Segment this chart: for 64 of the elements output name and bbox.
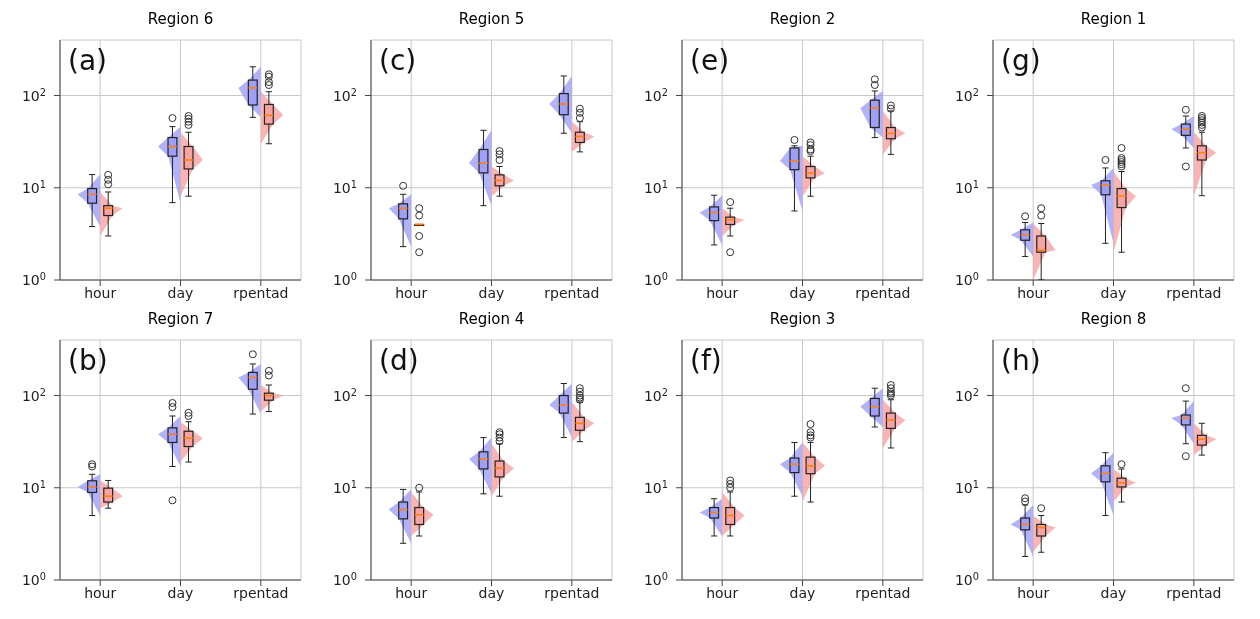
x-tick-label: rpentad: [855, 284, 911, 301]
annotation: (e): [690, 44, 730, 77]
y-tick-label: 10$^{2}$: [332, 86, 357, 104]
annotation: (g): [1001, 44, 1041, 77]
annotation: (d): [379, 344, 419, 377]
y-tick-label: 10$^{0}$: [643, 270, 668, 288]
x-tick-label: rpentad: [855, 584, 911, 601]
x-tick-label: hour: [1017, 584, 1050, 601]
x-tick-label: rpentad: [544, 584, 600, 601]
y-tick-label: 10$^{1}$: [954, 178, 979, 196]
x-tick-label: day: [1100, 284, 1127, 301]
annotation: (a): [68, 44, 108, 77]
chart-title: Region 5: [457, 9, 526, 30]
annotation: (b): [68, 344, 108, 377]
chart-title: Region 8: [1079, 309, 1148, 330]
chart-title: Region 4: [457, 309, 526, 330]
y-tick-label: 10$^{1}$: [332, 178, 357, 196]
y-tick-label: 10$^{1}$: [21, 178, 46, 196]
y-tick-label: 10$^{2}$: [643, 386, 668, 404]
x-tick-label: rpentad: [233, 284, 289, 301]
y-tick-label: 10$^{0}$: [332, 570, 357, 588]
x-tick-label: day: [478, 584, 505, 601]
x-tick-label: hour: [84, 584, 117, 601]
x-tick-label: hour: [1017, 284, 1050, 301]
x-tick-label: day: [478, 284, 505, 301]
chart-title: Region 1: [1079, 9, 1148, 30]
annotation: (c): [379, 44, 417, 77]
chart-title: Region 6: [146, 9, 215, 30]
y-tick-label: 10$^{0}$: [21, 570, 46, 588]
x-tick-label: rpentad: [1166, 584, 1222, 601]
x-tick-label: rpentad: [544, 284, 600, 301]
y-tick-label: 10$^{1}$: [954, 478, 979, 496]
x-tick-label: day: [167, 584, 194, 601]
y-tick-label: 10$^{1}$: [643, 478, 668, 496]
x-tick-label: day: [167, 284, 194, 301]
x-tick-label: day: [1100, 584, 1127, 601]
y-tick-label: 10$^{2}$: [954, 86, 979, 104]
annotation: (h): [1001, 344, 1041, 377]
x-tick-label: day: [789, 284, 816, 301]
chart-title: Region 3: [768, 309, 837, 330]
x-tick-label: hour: [395, 584, 428, 601]
y-tick-label: 10$^{2}$: [643, 86, 668, 104]
x-tick-label: rpentad: [1166, 284, 1222, 301]
chart-title: Region 7: [146, 309, 215, 330]
x-tick-label: hour: [706, 584, 739, 601]
y-tick-label: 10$^{0}$: [21, 270, 46, 288]
x-tick-label: hour: [84, 284, 117, 301]
x-tick-label: day: [789, 584, 816, 601]
annotation: (f): [690, 344, 722, 377]
y-tick-label: 10$^{2}$: [21, 386, 46, 404]
y-tick-label: 10$^{0}$: [954, 270, 979, 288]
x-tick-label: hour: [395, 284, 428, 301]
y-tick-label: 10$^{0}$: [332, 270, 357, 288]
x-tick-label: rpentad: [233, 584, 289, 601]
y-tick-label: 10$^{1}$: [21, 478, 46, 496]
y-tick-label: 10$^{2}$: [954, 386, 979, 404]
chart-title: Region 2: [768, 9, 837, 30]
x-tick-label: hour: [706, 284, 739, 301]
y-tick-label: 10$^{2}$: [332, 386, 357, 404]
y-tick-label: 10$^{1}$: [643, 178, 668, 196]
y-tick-label: 10$^{0}$: [954, 570, 979, 588]
y-tick-label: 10$^{2}$: [21, 86, 46, 104]
y-tick-label: 10$^{1}$: [332, 478, 357, 496]
y-tick-label: 10$^{0}$: [643, 570, 668, 588]
